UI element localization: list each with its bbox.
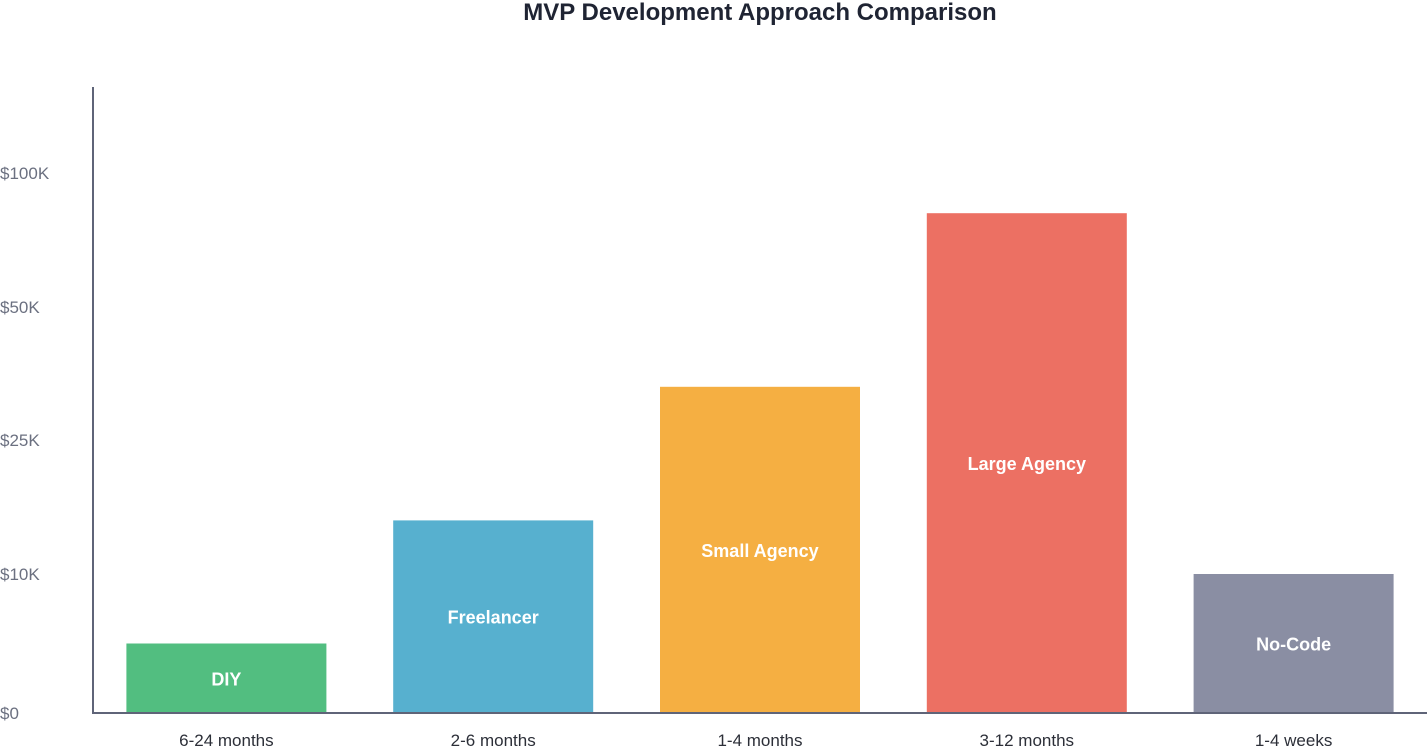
bar-label: Small Agency [701, 541, 818, 561]
bar-diy [126, 643, 327, 713]
x-tick-label: 1-4 weeks [1255, 731, 1332, 747]
bar-freelancer [393, 520, 594, 713]
y-tick-label: $10K [0, 565, 40, 584]
y-tick-label: $100K [0, 164, 50, 183]
bar-label: Large Agency [968, 454, 1086, 474]
x-tick-label: 1-4 months [717, 731, 802, 747]
x-tick-label: 3-12 months [980, 731, 1075, 747]
bar-label: No-Code [1256, 635, 1331, 655]
x-axis-ticks: 6-24 months 2-6 months 1-4 months 3-12 mont… [179, 731, 1332, 747]
chart-title: MVP Development Approach Comparison [523, 0, 996, 26]
y-tick-label: $25K [0, 431, 40, 450]
bar-no-code [1193, 574, 1394, 713]
y-tick-label: $0 [0, 704, 19, 723]
bar-label: Freelancer [448, 608, 539, 628]
bars [126, 213, 1394, 713]
bar-large-agency [926, 213, 1127, 713]
bar-label: DIY [211, 669, 241, 689]
bar-small-agency [660, 386, 860, 713]
bar-labels: DIY Freelancer Small Agency Large Agency No-… [211, 454, 1331, 689]
y-tick-label: $50K [0, 298, 40, 317]
y-axis-ticks: $0 $10K $25K $50K $100K [0, 164, 50, 723]
x-tick-label: 2-6 months [451, 731, 536, 747]
x-tick-label: 6-24 months [179, 731, 274, 747]
